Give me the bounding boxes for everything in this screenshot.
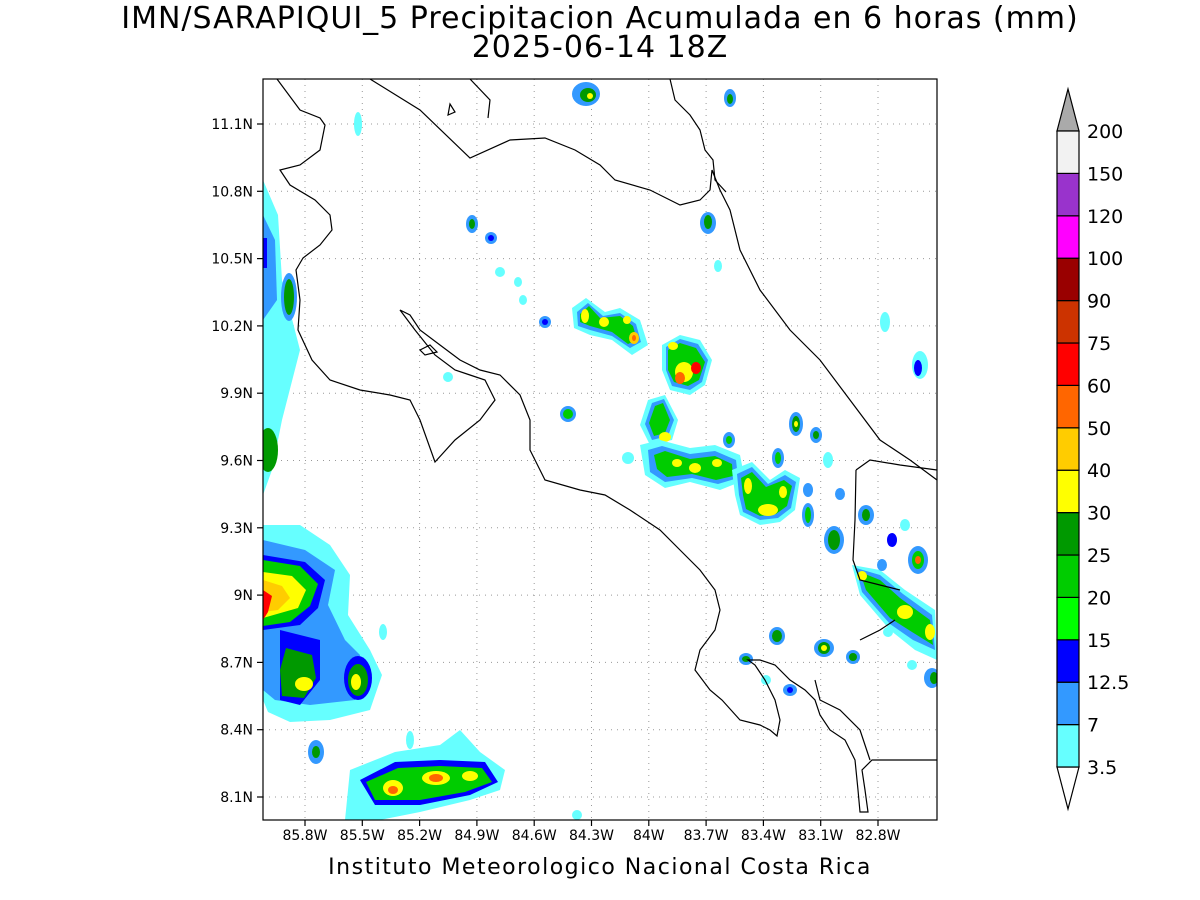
lat-tick-label: 9.9N (220, 386, 253, 402)
colorbar-swatch (1056, 554, 1080, 599)
colorbar-swatches (1056, 130, 1080, 768)
colorbar-label: 90 (1087, 291, 1111, 313)
colorbar-swatch (1056, 130, 1080, 175)
lat-tick-label: 8.4N (220, 723, 253, 739)
lon-tick-label: 85.8W (282, 828, 327, 844)
institution-footer: Instituto Meteorologico Nacional Costa R… (328, 855, 872, 880)
lon-tick-label: 83.7W (684, 828, 729, 844)
colorbar-label: 20 (1087, 587, 1111, 609)
lat-tick-label: 9.3N (220, 521, 253, 537)
colorbar-label: 25 (1087, 545, 1111, 567)
colorbar-label: 15 (1087, 630, 1111, 652)
colorbar-label: 40 (1087, 460, 1111, 482)
lon-tick-label: 83.4W (741, 828, 786, 844)
triangle-down-icon (1056, 766, 1080, 812)
lon-tick-label: 84.9W (454, 828, 499, 844)
colorbar-label: 7 (1087, 715, 1099, 737)
colorbar-swatch (1056, 469, 1080, 514)
colorbar-swatch (1056, 681, 1080, 726)
triangle-up-icon (1056, 86, 1080, 132)
colorbar-label: 60 (1087, 375, 1111, 397)
lat-tick-label: 10.8N (211, 184, 253, 200)
lon-tick-label: 84.3W (569, 828, 614, 844)
lon-tick-label: 84W (633, 828, 665, 844)
colorbar-swatch (1056, 427, 1080, 471)
precip-central-band (354, 82, 928, 554)
colorbar: 3.5 7 12.5 15 20 25 30 40 50 60 75 90 100 120 150 200 (1056, 86, 1129, 812)
colorbar-label: 150 (1087, 163, 1123, 185)
lon-tick-label: 84.6W (512, 828, 557, 844)
colorbar-swatch (1056, 172, 1080, 217)
colorbar-swatch (1056, 596, 1080, 641)
colorbar-label: 100 (1087, 248, 1123, 270)
map-frame-bg (263, 79, 937, 820)
colorbar-label: 30 (1087, 503, 1111, 525)
colorbar-label: 3.5 (1087, 757, 1117, 779)
lon-tick-label: 85.5W (340, 828, 385, 844)
precip-southwest-cluster (263, 525, 387, 764)
precip-west-coast (263, 180, 300, 495)
lat-tick-label: 8.1N (220, 790, 253, 806)
lat-tick-label: 9N (234, 588, 253, 604)
colorbar-label: 75 (1087, 333, 1111, 355)
colorbar-swatch (1056, 257, 1080, 302)
lon-tick-label: 83.1W (798, 828, 843, 844)
colorbar-swatch (1056, 384, 1080, 429)
map-date: 2025-06-14 18Z (471, 30, 729, 65)
colorbar-label: 200 (1087, 121, 1123, 143)
map-frame (262, 78, 938, 821)
colorbar-label: 12.5 (1087, 672, 1129, 694)
colorbar-swatch (1056, 511, 1080, 556)
precip-east-cluster (739, 519, 937, 696)
lat-tick-label: 10.2N (211, 319, 253, 335)
lat-tick-label: 8.7N (220, 655, 253, 671)
colorbar-swatch (1056, 215, 1080, 259)
lat-tick-label: 11.1N (211, 117, 253, 133)
lat-tick-label: 10.5N (211, 252, 253, 268)
colorbar-swatch (1056, 723, 1080, 768)
map-title: IMN/SARAPIQUI_5 Precipitacion Acumulada … (121, 1, 1079, 36)
lon-tick-label: 82.8W (855, 828, 900, 844)
colorbar-swatch (1056, 300, 1080, 344)
colorbar-labels: 3.5 7 12.5 15 20 25 30 40 50 60 75 90 100 120 150 200 (1087, 121, 1129, 779)
latitude-axis: 11.1N 10.8N 10.5N 10.2N 9.9N 9.6N 9.3N 9N 8.7N 8.… (211, 117, 263, 806)
colorbar-swatch (1056, 342, 1080, 387)
colorbar-label: 120 (1087, 206, 1123, 228)
longitude-axis: 85.8W 85.5W 85.2W 84.9W 84.6W 84.3W 84W 83.7W 83… (282, 820, 901, 844)
lat-tick-label: 9.6N (220, 454, 253, 470)
colorbar-swatch (1056, 639, 1080, 683)
lon-tick-label: 85.2W (397, 828, 442, 844)
precip-south-coast (345, 730, 582, 820)
coastlines (276, 79, 937, 813)
colorbar-label: 50 (1087, 418, 1111, 440)
